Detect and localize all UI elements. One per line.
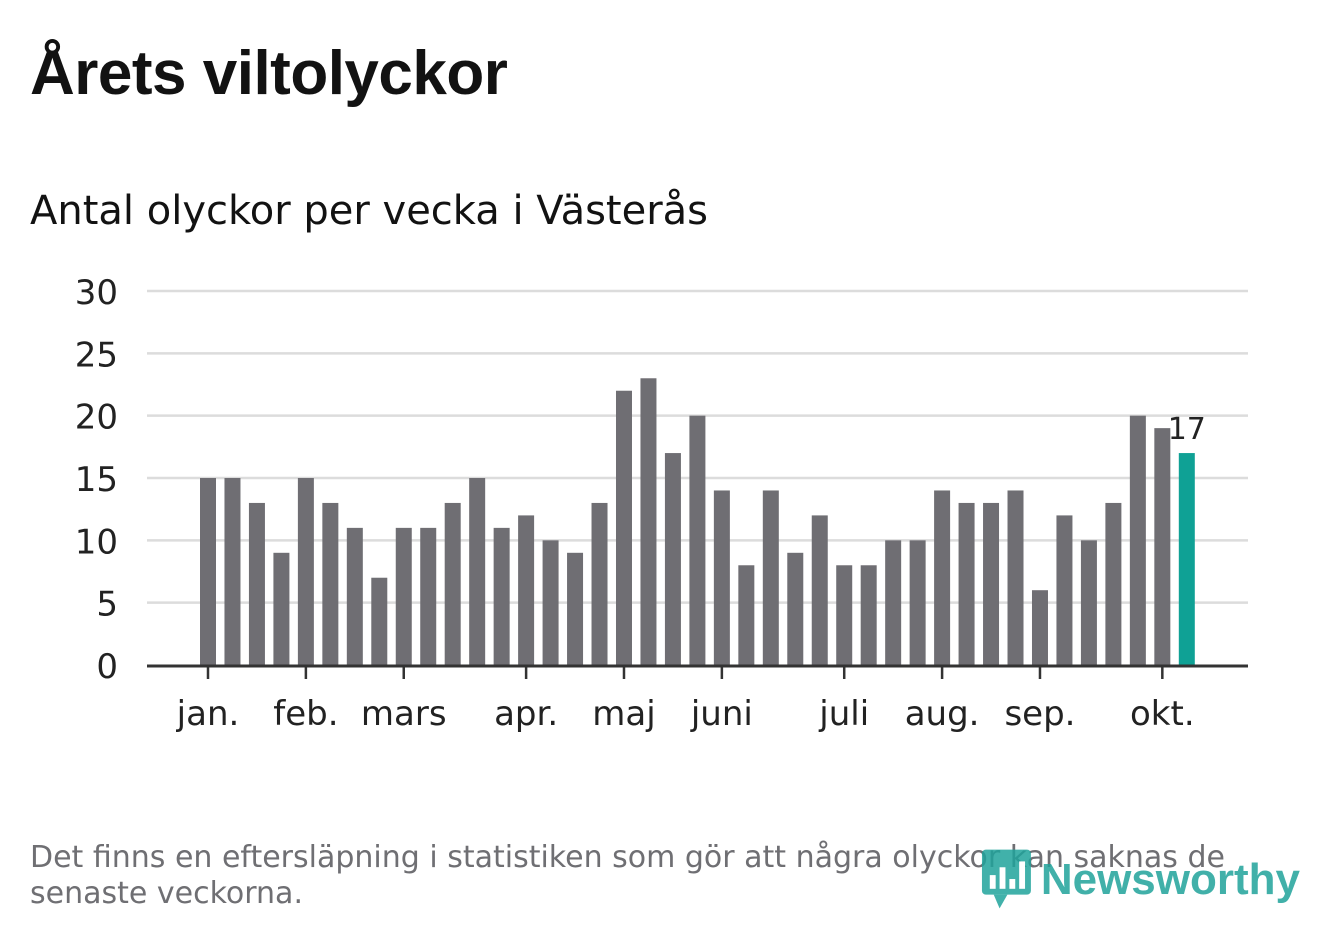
bar <box>542 540 559 665</box>
y-tick-label: 10 <box>75 522 118 562</box>
chart-subtitle: Antal olyckor per vecka i Västerås <box>30 188 709 234</box>
bar <box>934 490 951 665</box>
bar <box>1105 502 1122 665</box>
data-labels: 17 <box>1168 412 1206 447</box>
bar <box>420 527 437 665</box>
bar <box>1080 540 1097 665</box>
x-tick-label: jan. <box>176 694 240 734</box>
bar <box>885 540 902 665</box>
bar <box>836 565 853 665</box>
y-tick-label: 5 <box>96 585 118 625</box>
bar <box>346 527 363 665</box>
bar <box>860 565 877 665</box>
bar-chart: 0 5 10 15 20 25 30 jan. feb. mars apr. maj juni juli… <box>75 273 1248 734</box>
bar-highlighted <box>1178 453 1195 665</box>
x-tick-label: okt. <box>1130 694 1195 734</box>
y-tick-label: 25 <box>75 335 118 375</box>
bar <box>615 390 632 665</box>
bar <box>640 378 657 665</box>
bar <box>493 527 510 665</box>
bar <box>811 515 828 665</box>
bar <box>444 502 461 665</box>
data-label: 17 <box>1168 412 1206 447</box>
bar <box>273 552 290 665</box>
bar <box>200 478 216 665</box>
newsworthy-logo: Newsworthy <box>980 845 1300 915</box>
chart-title: Årets viltolyckor <box>30 39 508 108</box>
bar <box>1031 590 1048 665</box>
bar <box>297 478 314 665</box>
bar <box>983 502 1000 665</box>
newsworthy-logo-icon <box>981 849 1031 909</box>
bar <box>1007 490 1024 665</box>
bar <box>224 478 241 665</box>
newsworthy-logo-text: Newsworthy <box>1040 855 1300 904</box>
x-tick-label: mars <box>361 694 447 734</box>
bar <box>787 552 804 665</box>
bar <box>591 502 608 665</box>
bar <box>395 527 412 665</box>
x-tick-label: maj <box>592 694 655 734</box>
x-tick-label: juli <box>818 694 869 734</box>
bar <box>567 552 584 665</box>
x-axis: jan. feb. mars apr. maj juni juli aug. sep. okt. <box>147 664 1248 734</box>
bar <box>518 515 535 665</box>
bar <box>248 502 265 665</box>
y-axis-ticks: 0 5 10 15 20 25 30 <box>75 273 118 687</box>
bar <box>322 502 339 665</box>
bar <box>469 478 486 665</box>
bar <box>664 453 681 665</box>
x-tick-label: aug. <box>905 694 980 734</box>
y-tick-label: 30 <box>75 273 118 313</box>
y-tick-label: 0 <box>96 647 118 687</box>
bar <box>1056 515 1073 665</box>
bar <box>1129 415 1146 665</box>
y-tick-label: 15 <box>75 460 118 500</box>
bar <box>762 490 779 665</box>
x-tick-label: feb. <box>273 694 338 734</box>
bar <box>909 540 926 665</box>
bar <box>1154 428 1171 665</box>
x-tick-label: apr. <box>494 694 558 734</box>
bar <box>689 415 706 665</box>
x-tick-label: sep. <box>1004 694 1075 734</box>
bar <box>958 502 975 665</box>
bar <box>713 490 730 665</box>
bars <box>200 378 1195 665</box>
bar <box>371 577 388 665</box>
y-tick-label: 20 <box>75 398 118 438</box>
x-tick-label: juni <box>690 694 753 734</box>
bar <box>738 565 755 665</box>
